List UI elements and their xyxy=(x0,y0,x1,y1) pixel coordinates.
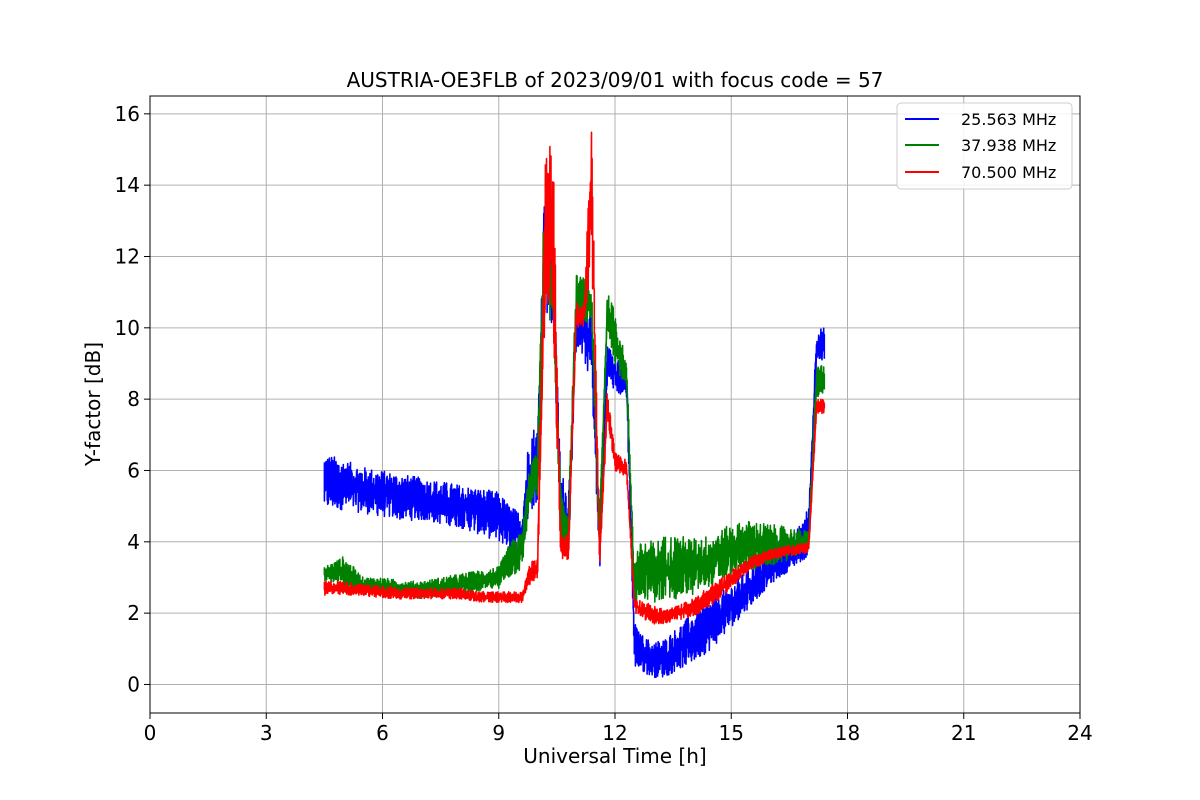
x-tick-label: 12 xyxy=(602,721,627,745)
y-tick-label: 14 xyxy=(115,173,140,197)
series-line-70500 xyxy=(323,131,826,625)
x-tick-label: 24 xyxy=(1067,721,1092,745)
x-tick-label: 15 xyxy=(719,721,744,745)
y-axis-label: Y-factor [dB] xyxy=(81,342,105,467)
y-tick-label: 8 xyxy=(127,387,140,411)
legend-label-70500: 70.500 MHz xyxy=(961,163,1056,182)
y-tick-label: 12 xyxy=(115,244,140,268)
series-layer xyxy=(323,131,826,679)
x-axis-label: Universal Time [h] xyxy=(523,744,706,768)
legend: 25.563 MHz 37.938 MHz 70.500 MHz xyxy=(896,102,1073,190)
y-tick-label: 4 xyxy=(127,530,140,554)
y-tick-label: 2 xyxy=(127,601,140,625)
y-tick-label: 0 xyxy=(127,672,140,696)
x-tick-label: 6 xyxy=(376,721,389,745)
x-tick-label: 9 xyxy=(492,721,505,745)
y-tick-label: 6 xyxy=(127,458,140,482)
y-tick-label: 16 xyxy=(115,102,140,126)
legend-label-37938: 37.938 MHz xyxy=(961,136,1056,155)
y-tick-label: 10 xyxy=(115,316,140,340)
x-tick-label: 0 xyxy=(144,721,157,745)
x-tick-label: 21 xyxy=(951,721,976,745)
x-tick-label: 18 xyxy=(835,721,860,745)
x-tick-label: 3 xyxy=(260,721,273,745)
legend-box xyxy=(896,102,1073,190)
legend-label-25563: 25.563 MHz xyxy=(961,110,1056,129)
chart-title: AUSTRIA-OE3FLB of 2023/09/01 with focus … xyxy=(347,68,884,92)
